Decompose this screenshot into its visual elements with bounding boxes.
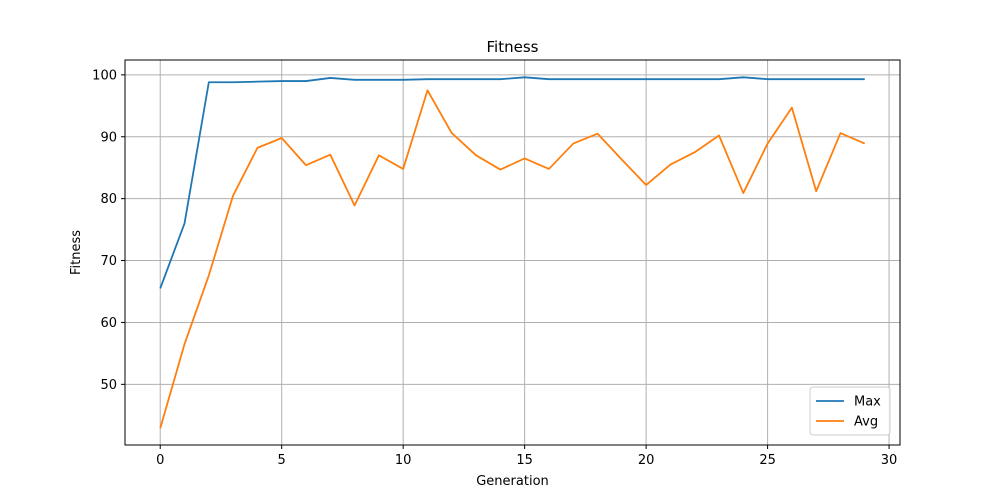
x-tick-label: 5	[278, 453, 286, 468]
legend-label-avg: Avg	[854, 415, 878, 430]
x-tick-label: 20	[638, 453, 655, 468]
series-line-max	[159, 76, 865, 289]
y-tick-label: 60	[100, 316, 117, 331]
y-tick-label: 70	[100, 254, 117, 269]
y-axis-label: Fitness	[69, 230, 84, 275]
plot-frame	[124, 59, 901, 446]
x-tick-label: 25	[759, 453, 776, 468]
y-tick-label: 90	[100, 130, 117, 145]
y-tick-label: 50	[100, 378, 117, 393]
grid-lines	[125, 60, 900, 445]
x-axis-ticks: 0 5 10 15 20 25 30	[156, 445, 897, 468]
x-tick-label: 15	[516, 453, 533, 468]
series-lines	[159, 76, 866, 429]
x-axis-label: Generation	[476, 474, 549, 489]
series-line-avg	[159, 89, 866, 429]
legend-label-max: Max	[854, 395, 881, 410]
y-tick-label: 100	[92, 68, 117, 83]
chart-title: Fitness	[487, 38, 539, 56]
legend: Max Avg	[809, 386, 891, 436]
y-tick-label: 80	[100, 192, 117, 207]
x-tick-label: 0	[156, 453, 164, 468]
x-tick-label: 10	[395, 453, 412, 468]
y-axis-ticks: 50 60 70 80 90 100	[92, 68, 125, 393]
legend-box	[809, 386, 891, 436]
x-tick-label: 30	[881, 453, 898, 468]
